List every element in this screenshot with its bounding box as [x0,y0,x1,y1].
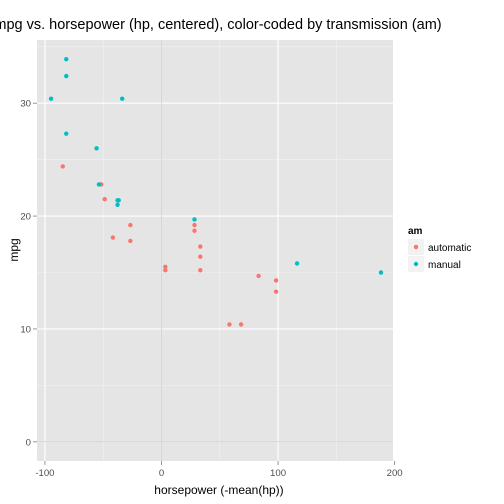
point-manual [294,261,300,266]
y-tick-label: 30 [20,99,31,110]
point-manual [96,182,102,187]
point-automatic [198,254,203,259]
x-tick-label: 0 [159,468,164,479]
point-automatic [128,222,133,228]
point-automatic [60,164,65,169]
point-manual [48,96,54,101]
point-automatic [198,244,203,249]
point-automatic [227,322,232,327]
point-manual [94,146,99,151]
point-automatic [110,235,116,240]
point-automatic [163,264,168,270]
point-manual [116,198,121,203]
point-manual [192,217,197,222]
point-automatic [102,196,107,202]
y-axis-title: mpg [7,238,21,261]
point-manual [120,96,125,101]
minor-gridlines [37,40,393,461]
chart-title: mpg vs. horsepower (hp, centered), color… [0,17,442,33]
point-automatic [256,273,261,279]
x-axis-ticks: -100 0 100 200 [35,461,403,479]
point-automatic [128,238,133,244]
plot-panel [37,40,393,461]
legend-title: am [408,226,423,237]
point-automatic [192,228,197,233]
point-manual [378,270,384,275]
x-tick-label: -100 [35,468,54,479]
point-automatic [163,268,168,273]
legend-label-manual: manual [428,260,461,271]
x-axis-title: horsepower (-mean(hp)) [154,483,283,497]
y-tick-label: 10 [20,324,31,335]
point-manual [64,131,69,136]
x-tick-label: 100 [270,468,286,479]
point-automatic [198,268,203,273]
point-automatic [238,322,244,327]
x-tick-label: 200 [387,468,403,479]
point-manual [64,73,69,79]
y-tick-label: 0 [26,437,31,448]
major-gridlines [37,40,396,461]
point-automatic [192,222,197,228]
point-automatic [273,289,279,294]
point-manual [115,202,120,207]
legend: am automatic manual [408,226,471,272]
point-automatic [273,278,279,283]
legend-marker-automatic [413,244,419,250]
legend-marker-manual [413,261,419,267]
y-axis-ticks: 0 10 20 30 [20,99,37,448]
legend-label-automatic: automatic [428,243,471,254]
data-points [48,56,384,327]
point-manual [64,56,69,62]
y-tick-label: 20 [20,212,31,223]
